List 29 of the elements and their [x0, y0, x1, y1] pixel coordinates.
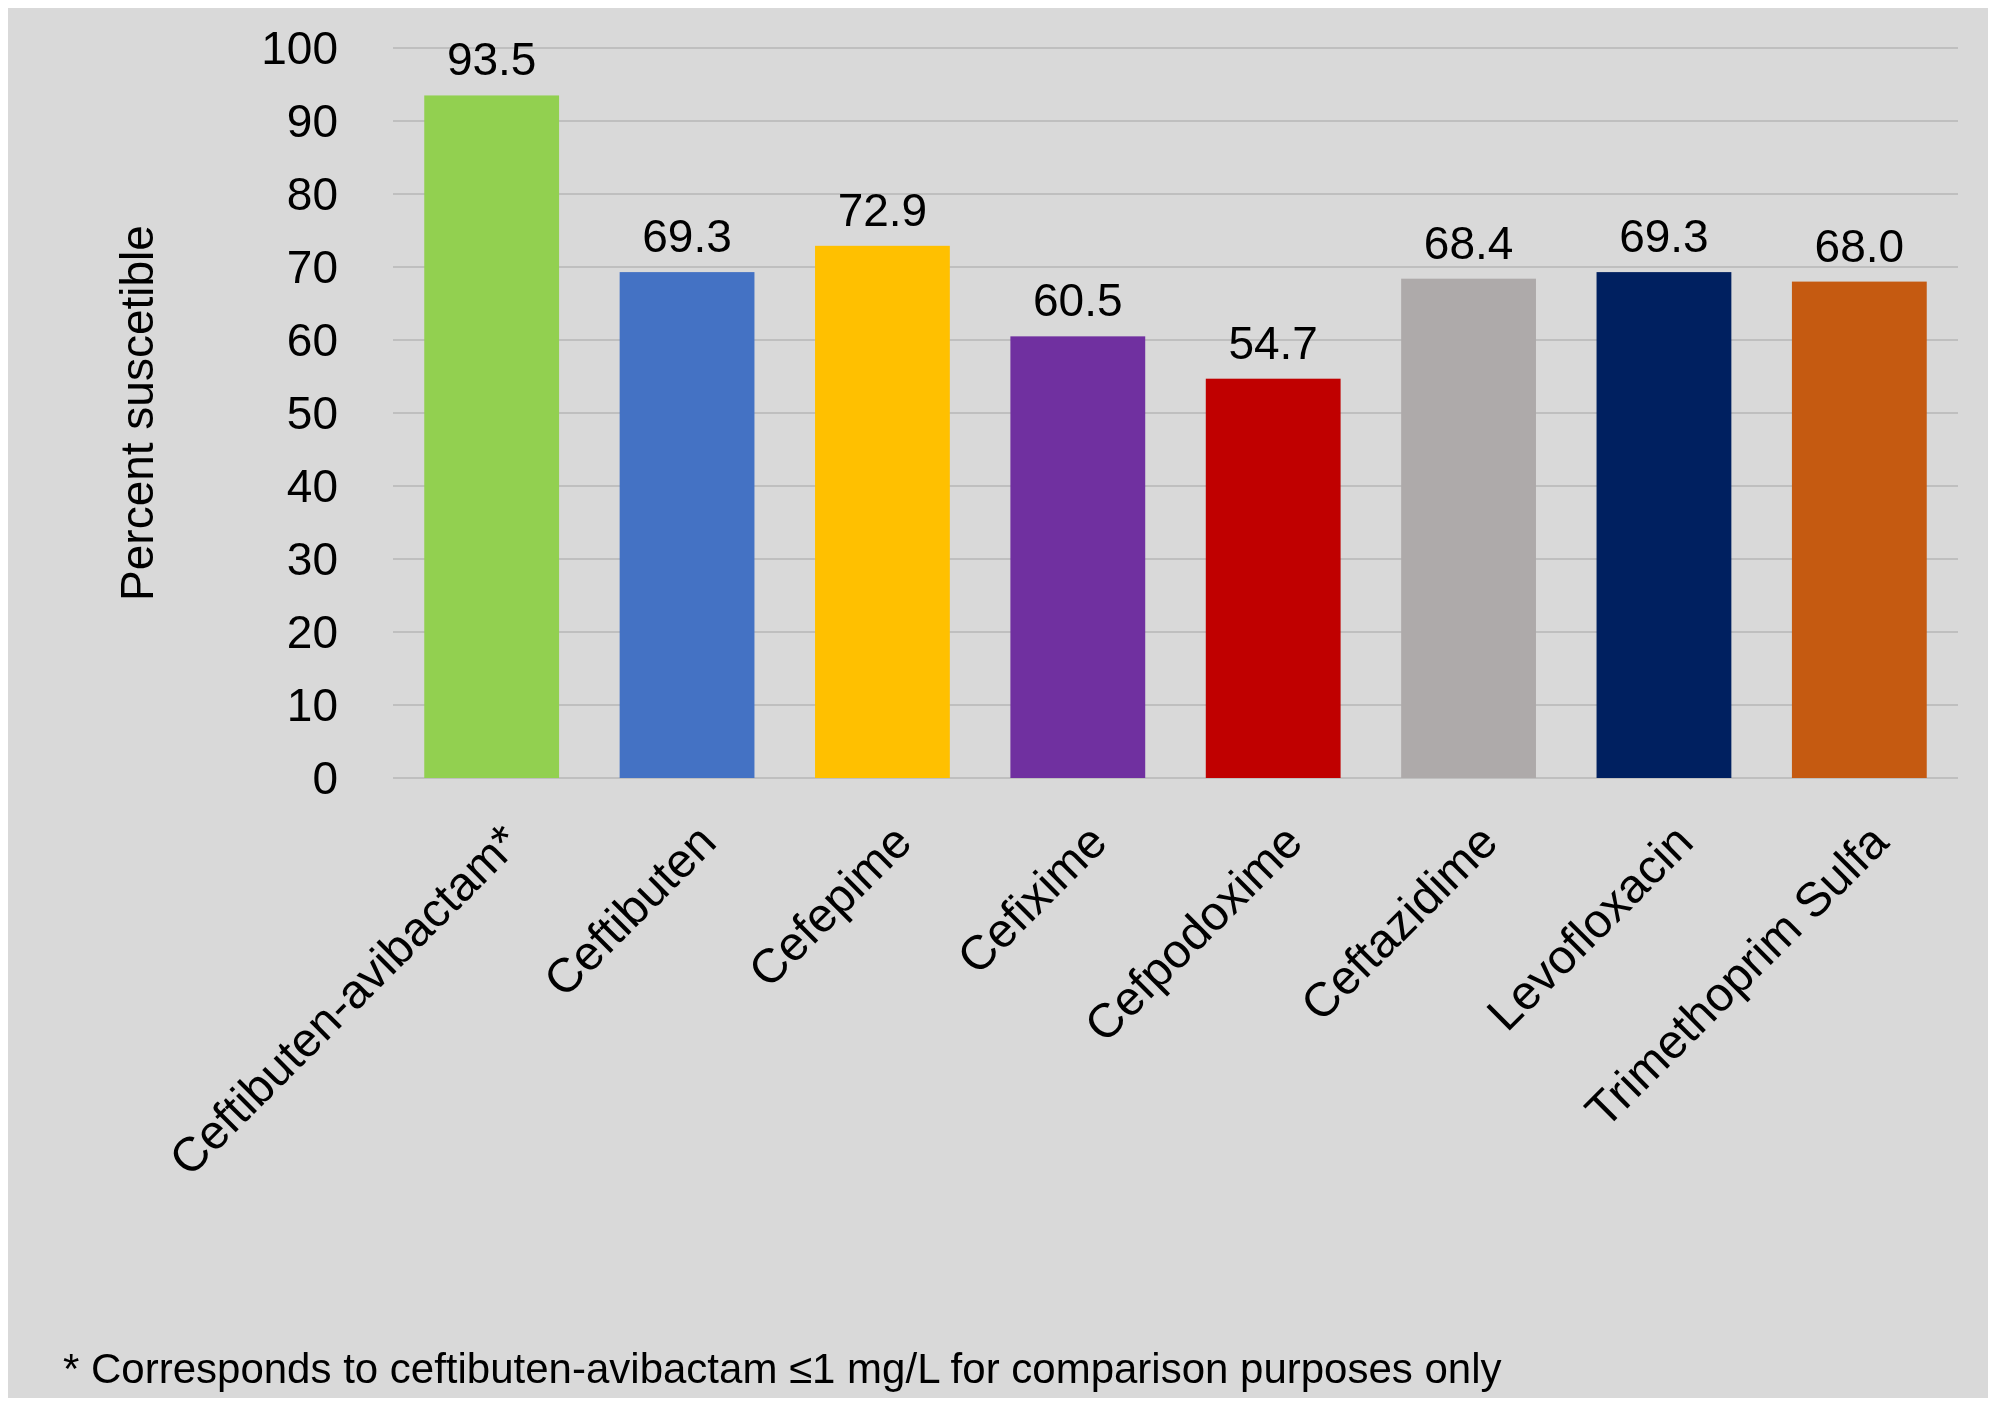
y-tick-label: 10 [286, 679, 338, 731]
y-axis-title: Percent suscetible [111, 225, 163, 601]
data-label: 68.0 [1814, 219, 1905, 272]
y-tick-label: 40 [286, 460, 338, 512]
bar [1010, 336, 1146, 778]
bar [619, 272, 755, 778]
bar [1596, 272, 1732, 778]
y-tick-label: 30 [286, 533, 338, 585]
bar [815, 245, 950, 778]
bar [1791, 281, 1927, 778]
bar [1205, 378, 1341, 778]
y-tick-label: 60 [286, 314, 338, 366]
y-tick-label: 100 [261, 22, 338, 74]
y-tick-label: 20 [286, 606, 338, 658]
text: * Corresponds to ceftibuten-avibactam ≤1 mg/L for comparison purposes only [63, 1345, 1502, 1392]
data-label: 72.9 [837, 183, 928, 236]
bar [424, 95, 560, 778]
data-label: 69.3 [642, 210, 732, 263]
y-tick-label: 80 [286, 168, 338, 220]
y-tick-label: 0 [312, 752, 338, 804]
bar [1401, 278, 1536, 778]
data-label: 69.3 [1619, 210, 1709, 263]
y-tick-label: 50 [286, 387, 338, 439]
data-label: 54.7 [1228, 316, 1318, 369]
y-tick-label: 90 [286, 95, 338, 147]
data-label: 60.5 [1033, 274, 1123, 327]
data-label: 93.5 [446, 33, 537, 86]
data-label: 68.4 [1423, 216, 1514, 269]
y-tick-label: 70 [286, 241, 338, 293]
